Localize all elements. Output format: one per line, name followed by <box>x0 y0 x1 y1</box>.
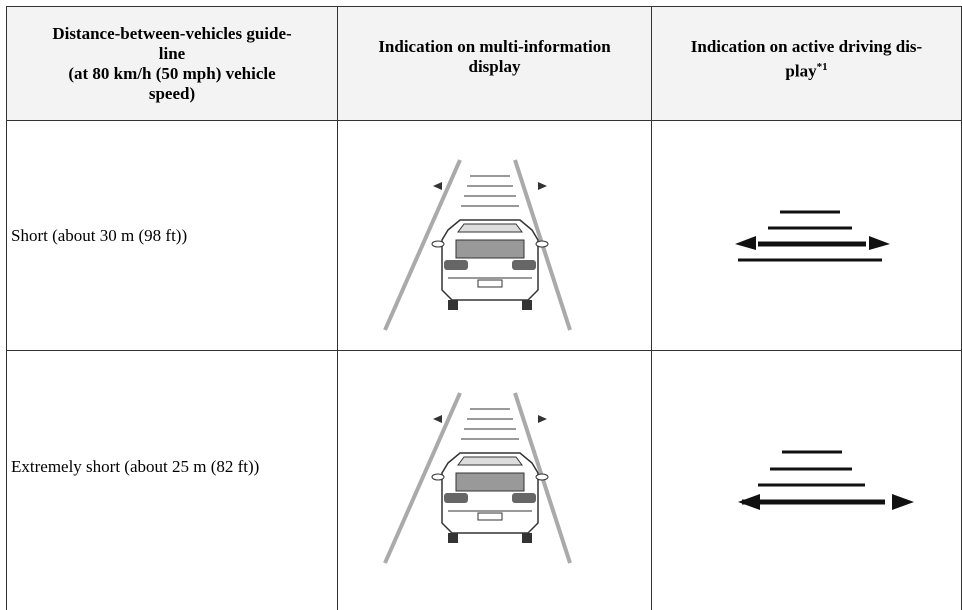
footnote-ref: *1 <box>816 61 828 73</box>
msg-illustration <box>385 393 570 563</box>
header-line: play*1 <box>691 57 922 82</box>
adp-illustration <box>738 210 882 262</box>
header-cell: Distance-between-vehicles guide- line (a… <box>6 6 337 120</box>
row-label: Extremely short (about 25 m (82 ft)) <box>11 456 260 476</box>
adp-illustration <box>742 450 885 505</box>
header-cell: Indication on active driving dis- play*1 <box>651 6 962 120</box>
header-line: display <box>468 57 521 76</box>
header-line: speed) <box>148 83 196 103</box>
row-label-cell: Extremely short (about 25 m (82 ft)) <box>6 350 337 610</box>
image-cell <box>337 120 651 350</box>
row-label-cell: Short (about 30 m (98 ft)) <box>6 120 337 350</box>
msg-illustration <box>385 160 570 330</box>
header-line: line <box>158 43 186 63</box>
header-line: (at 80 km/h (50 mph) vehicle <box>68 63 276 83</box>
row-label: Short (about 30 m (98 ft)) <box>11 225 188 245</box>
header-text: Distance-between-vehicles guide- line (a… <box>52 24 291 104</box>
header-line: Indication on active driving dis- <box>690 37 923 56</box>
header-line-text: play <box>785 61 817 81</box>
header-text: Indication on multi-information display <box>378 37 610 77</box>
header-cell: Indication on multi-information display <box>337 6 651 120</box>
header-text: Indication on active driving dis- play*1 <box>691 37 922 82</box>
image-cell <box>337 350 651 610</box>
header-line: Distance-between-vehicles guide- <box>52 23 292 43</box>
header-line: Indication on multi-information <box>378 37 611 56</box>
